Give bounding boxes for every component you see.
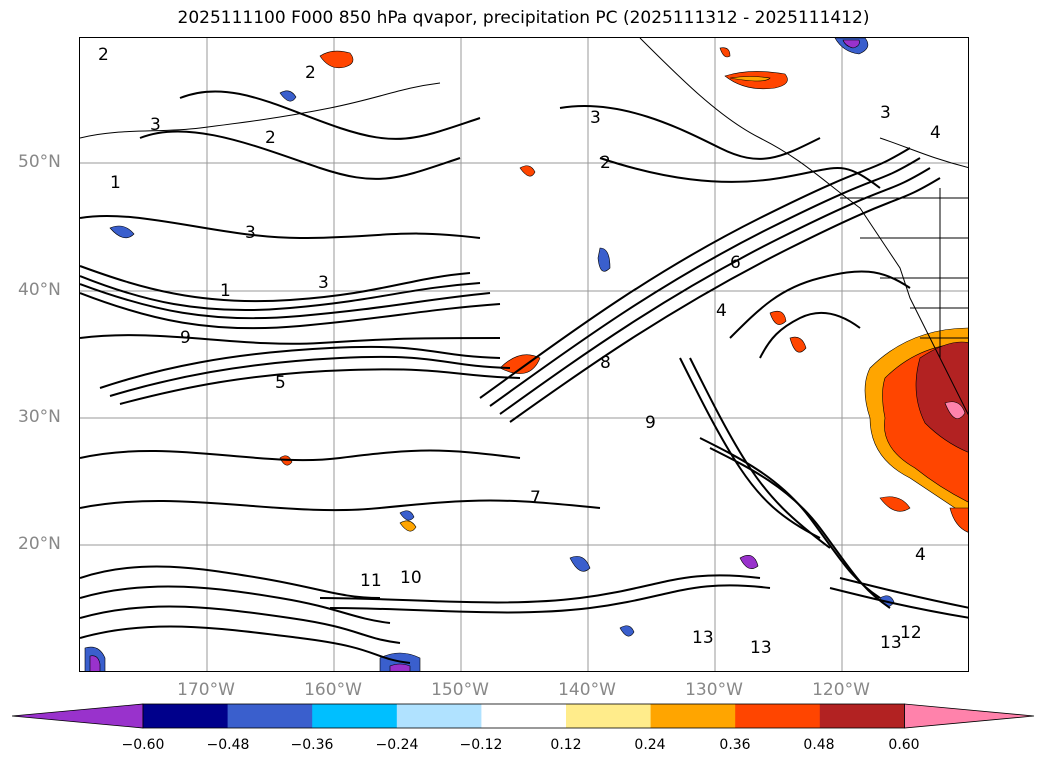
- colorbar-segment: [735, 704, 821, 728]
- contour-label: 6: [730, 253, 741, 273]
- precip-patch: [597, 247, 611, 272]
- precip-patch: [499, 354, 541, 374]
- precip-patch: [519, 165, 536, 177]
- contour-label: 3: [318, 273, 329, 293]
- contour-label: 7: [530, 488, 541, 508]
- contour-label: 11: [360, 571, 382, 591]
- precip-patch: [389, 663, 411, 671]
- contour-label: 13: [692, 628, 714, 648]
- precip-patch: [789, 336, 807, 353]
- contour-label: 4: [930, 123, 941, 143]
- precip-patch-heavy: [944, 401, 966, 419]
- contour-label: 13: [750, 638, 772, 658]
- colorbar-segment: [312, 704, 398, 728]
- colorbar-tick: 0.48: [803, 737, 835, 753]
- colorbar-outline: [142, 703, 905, 729]
- colorbar-segment: [481, 704, 567, 728]
- precip-patch: [89, 655, 101, 671]
- precip-patch: [319, 50, 354, 69]
- precip-patch: [842, 39, 860, 49]
- colorbar-segment: [227, 704, 313, 728]
- contour-label: 9: [645, 413, 656, 433]
- contour-label: 12: [900, 623, 922, 643]
- colorbar-tick: −0.24: [375, 737, 419, 753]
- colorbar-segment: [650, 704, 736, 728]
- map-canvas: 2 2 3 2 1 3 1 3 9 5 2 3 3 6 8 9 10 11 12…: [80, 38, 968, 671]
- colorbar-segment: [396, 704, 482, 728]
- colorbar-tick: −0.48: [206, 737, 250, 753]
- colorbar-tick: −0.36: [290, 737, 334, 753]
- contour-label: 8: [600, 353, 611, 373]
- colorbar-tick: 0.36: [719, 737, 751, 753]
- precip-patches: [84, 38, 968, 671]
- contour-label: 1: [220, 281, 231, 301]
- precip-patch: [399, 520, 417, 532]
- precip-patch: [949, 507, 968, 533]
- lat-label-50n: 50°N: [18, 152, 61, 172]
- colorbar-tick: 0.24: [634, 737, 666, 753]
- lat-label-20n: 20°N: [18, 534, 61, 554]
- contour-label: 13: [880, 633, 902, 653]
- contour-label: 2: [305, 63, 316, 83]
- contour-label: 3: [245, 223, 256, 243]
- contour-label: 3: [880, 103, 891, 123]
- qvapor-contours: [80, 90, 968, 664]
- contour-label: 2: [98, 45, 109, 65]
- contour-labels: 2 2 3 2 1 3 1 3 9 5 2 3 3 6 8 9 10 11 12…: [98, 45, 941, 658]
- lon-label-160w: 160°W: [304, 680, 362, 700]
- contour-label: 5: [275, 373, 286, 393]
- precip-patch: [619, 625, 635, 637]
- colorbar-tick: −0.12: [459, 737, 503, 753]
- lon-label-130w: 130°W: [685, 680, 743, 700]
- precip-patch: [719, 47, 731, 58]
- lon-label-170w: 170°W: [177, 680, 235, 700]
- lon-label-140w: 140°W: [558, 680, 616, 700]
- contour-label: 2: [600, 153, 611, 173]
- precip-patch: [729, 76, 771, 82]
- precip-patch: [879, 496, 911, 512]
- colorbar-extend-high: [904, 703, 1035, 729]
- contour-label: 1: [110, 173, 121, 193]
- contour-label: 9: [180, 328, 191, 348]
- graticule: [80, 38, 968, 671]
- colorbar-tick: 0.60: [888, 737, 920, 753]
- colorbar-segment: [566, 704, 652, 728]
- map-title: 2025111100 F000 850 hPa qvapor, precipit…: [177, 8, 870, 28]
- precip-patch-heavy: [915, 341, 968, 453]
- contour-label: 3: [150, 115, 161, 135]
- precip-patch: [739, 555, 759, 569]
- precip-patch: [279, 90, 297, 102]
- lat-label-40n: 40°N: [18, 280, 61, 300]
- lon-label-150w: 150°W: [431, 680, 489, 700]
- contour-label: 3: [590, 108, 601, 128]
- colorbar-segment: [143, 704, 229, 728]
- colorbar-extend-low: [12, 703, 144, 729]
- precip-patch: [399, 510, 415, 521]
- map-panel[interactable]: 2 2 3 2 1 3 1 3 9 5 2 3 3 6 8 9 10 11 12…: [79, 37, 969, 672]
- colorbar-segment: [819, 704, 905, 728]
- lat-label-30n: 30°N: [18, 407, 61, 427]
- precip-patch: [769, 310, 787, 325]
- lon-label-120w: 120°W: [812, 680, 870, 700]
- contour-label: 10: [400, 568, 422, 588]
- precip-patch: [109, 225, 135, 239]
- contour-label: 4: [716, 301, 727, 321]
- colorbar-tick: −0.60: [121, 737, 165, 753]
- colorbar-tick: 0.12: [550, 737, 582, 753]
- colorbar: [12, 703, 1035, 729]
- contour-label: 4: [915, 545, 926, 565]
- coastline: [80, 38, 968, 416]
- precip-patch: [569, 556, 591, 572]
- contour-label: 2: [265, 128, 276, 148]
